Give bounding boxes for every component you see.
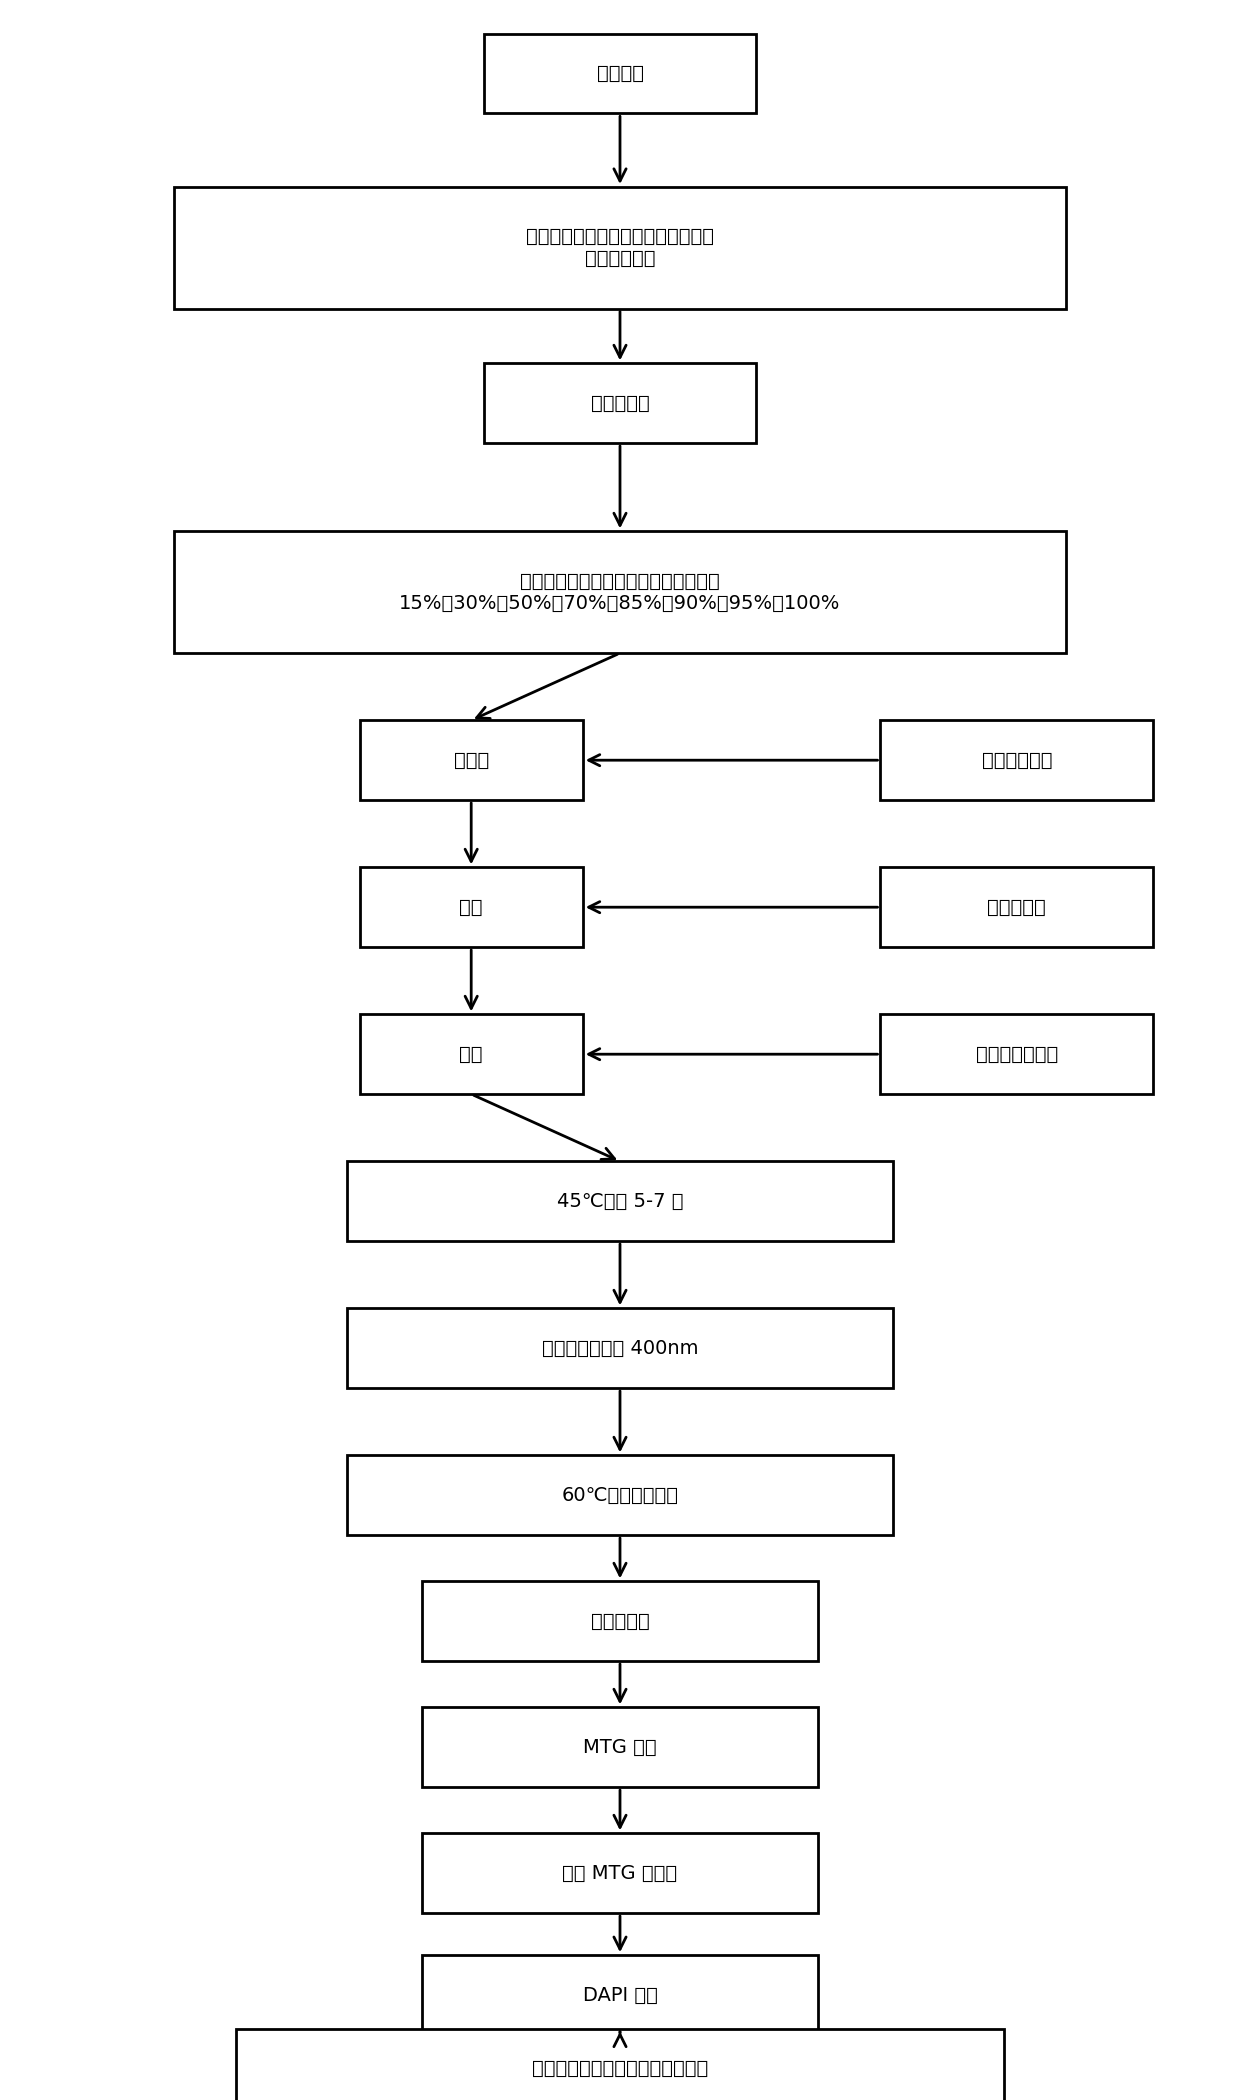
FancyBboxPatch shape bbox=[422, 1833, 818, 1913]
Text: MTG 染色: MTG 染色 bbox=[583, 1737, 657, 1758]
FancyBboxPatch shape bbox=[347, 1161, 893, 1241]
FancyBboxPatch shape bbox=[422, 1707, 818, 1787]
FancyBboxPatch shape bbox=[880, 720, 1153, 800]
Text: 荧光显微镜下观察先蓝光后紫外光: 荧光显微镜下观察先蓝光后紫外光 bbox=[532, 2058, 708, 2079]
Text: 新鲜配制包埋液: 新鲜配制包埋液 bbox=[976, 1044, 1058, 1065]
Text: 配制渗透液: 配制渗透液 bbox=[987, 897, 1047, 918]
FancyBboxPatch shape bbox=[347, 1455, 893, 1535]
FancyBboxPatch shape bbox=[360, 867, 583, 947]
FancyBboxPatch shape bbox=[236, 2029, 1004, 2100]
Text: 45℃固化 5-7 天: 45℃固化 5-7 天 bbox=[557, 1191, 683, 1212]
Text: 醋酸杨红染色确定花粉发育时期，并
进行花药固定: 醋酸杨红染色确定花粉发育时期，并 进行花药固定 bbox=[526, 227, 714, 269]
Text: 清洗固定液: 清洗固定液 bbox=[590, 393, 650, 414]
FancyBboxPatch shape bbox=[484, 34, 756, 113]
FancyBboxPatch shape bbox=[880, 867, 1153, 947]
Text: 用酒精进行梯度脱水，酒精梯度设置为
15%、30%、50%、70%、85%、90%、95%、100%: 用酒精进行梯度脱水，酒精梯度设置为 15%、30%、50%、70%、85%、90… bbox=[399, 571, 841, 613]
FancyBboxPatch shape bbox=[484, 363, 756, 443]
FancyBboxPatch shape bbox=[174, 187, 1066, 309]
FancyBboxPatch shape bbox=[360, 1014, 583, 1094]
Text: 渗透: 渗透 bbox=[460, 897, 482, 918]
FancyBboxPatch shape bbox=[347, 1308, 893, 1388]
FancyBboxPatch shape bbox=[174, 531, 1066, 653]
Text: 清洗 MTG 染色液: 清洗 MTG 染色液 bbox=[563, 1863, 677, 1884]
FancyBboxPatch shape bbox=[880, 1014, 1153, 1094]
FancyBboxPatch shape bbox=[422, 1955, 818, 2035]
Text: 切片脱树脂: 切片脱树脂 bbox=[590, 1611, 650, 1632]
FancyBboxPatch shape bbox=[360, 720, 583, 800]
FancyBboxPatch shape bbox=[422, 1581, 818, 1661]
Text: DAPI 染色: DAPI 染色 bbox=[583, 1984, 657, 2006]
Text: 配制预渗透液: 配制预渗透液 bbox=[982, 750, 1052, 771]
Text: 60℃烤干固定切片: 60℃烤干固定切片 bbox=[562, 1485, 678, 1506]
Text: 半薄切片，厚度 400nm: 半薄切片，厚度 400nm bbox=[542, 1338, 698, 1359]
Text: 预渗透: 预渗透 bbox=[454, 750, 489, 771]
Text: 包埋: 包埋 bbox=[460, 1044, 482, 1065]
Text: 花朵采集: 花朵采集 bbox=[596, 63, 644, 84]
